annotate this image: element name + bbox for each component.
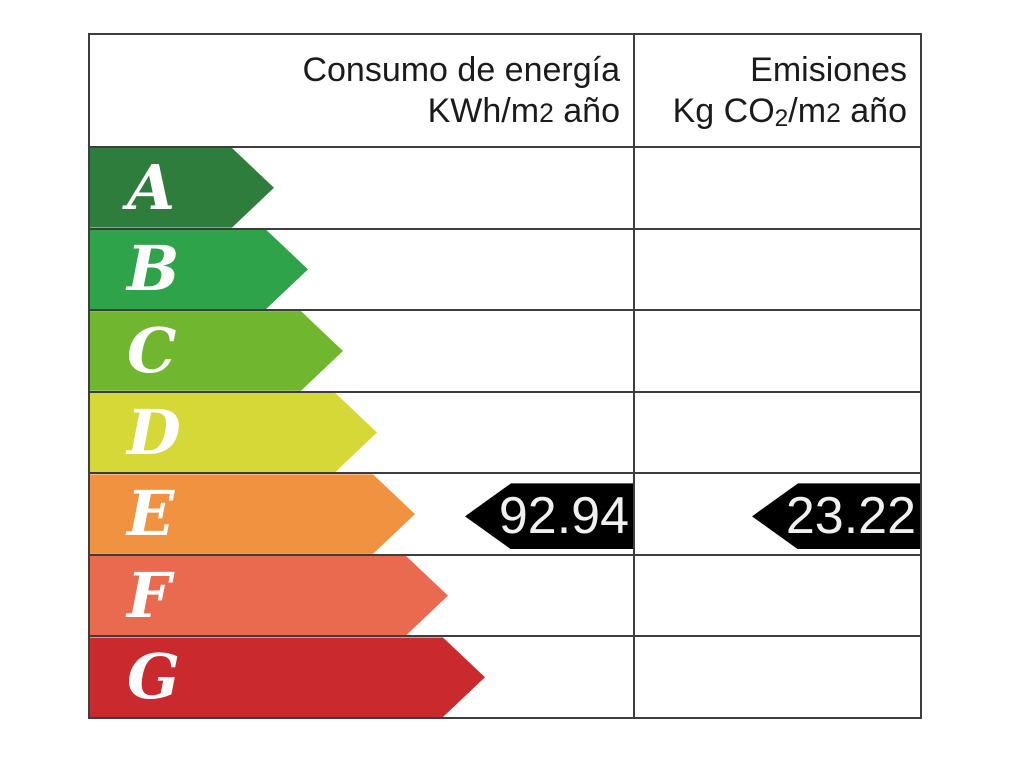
rating-letter-d: D [127,395,181,469]
emissions-unit-post: año [840,91,907,130]
rating-letter-f: F [127,558,172,632]
rating-arrow-b: B [90,230,308,310]
rating-arrow-c: C [90,311,343,391]
rating-row-b: B [90,227,920,310]
rating-row-f: F [90,553,920,636]
emissions-unit-pre: Kg CO [672,91,775,130]
rating-arrow-f: F [90,556,448,636]
rating-letter-b: B [127,232,180,306]
rating-arrow-g: G [90,637,485,717]
rating-arrow-a: A [90,148,274,228]
emissions-value-marker: 23.22 [752,483,920,550]
emissions-header: Emisiones Kg CO2/m2 año [633,35,920,146]
emissions-unit-exponent: 2 [826,97,841,128]
emissions-header-units: Kg CO2/m2 año [672,91,907,132]
emissions-unit-mid: /m [788,91,827,130]
rating-row-d: D [90,390,920,473]
consumption-value-marker: 92.94 [465,483,633,550]
emissions-value: 23.22 [785,487,916,546]
rating-arrow-d: D [90,393,377,473]
consumption-unit-exponent: 2 [539,97,554,128]
rating-letter-e: E [127,477,175,551]
energy-rating-table: Consumo de energía KWh/m2 año Emisiones … [88,33,922,719]
column-divider [633,35,635,717]
consumption-header-units: KWh/m2 año [428,91,620,131]
rating-letter-g: G [127,640,180,714]
rating-row-e: E 92.94 23.22 [90,472,920,554]
rating-row-a: A [90,148,920,228]
emissions-header-title: Emisiones [750,51,907,90]
consumption-value: 92.94 [498,487,629,546]
rating-arrow-e: E [90,474,415,554]
emissions-co2-subscript: 2 [774,104,789,132]
consumption-header-title: Consumo de energía [302,51,620,90]
consumption-header: Consumo de energía KWh/m2 año [90,35,633,146]
table-header: Consumo de energía KWh/m2 año Emisiones … [90,35,920,148]
rating-row-c: C [90,309,920,391]
rating-letter-a: A [127,150,176,224]
rating-row-g: G [90,635,920,718]
consumption-unit-post: año [553,91,620,130]
rating-letter-c: C [127,313,177,387]
consumption-unit-pre: KWh/m [427,91,540,130]
rating-rows: A B C D E [90,148,920,718]
